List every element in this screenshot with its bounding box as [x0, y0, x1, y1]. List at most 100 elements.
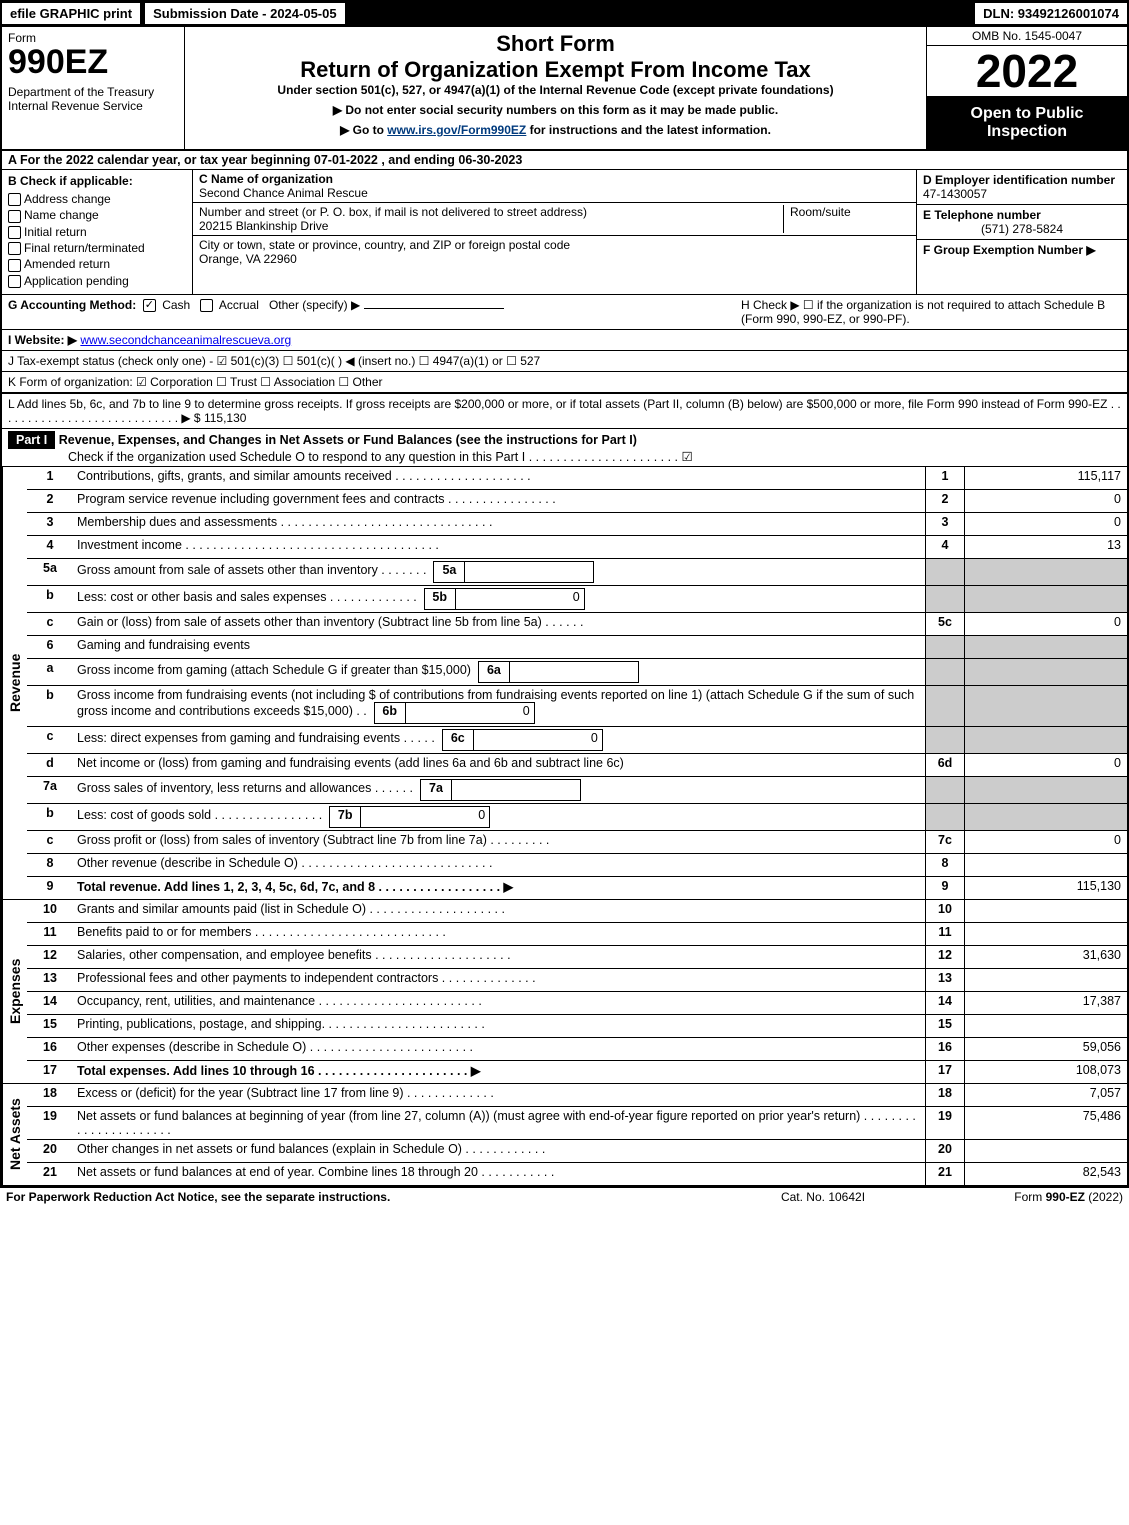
- line-8: 8 Other revenue (describe in Schedule O)…: [27, 853, 1127, 876]
- l12-num: 12: [27, 946, 73, 968]
- l2-val: 0: [965, 490, 1127, 512]
- e-label: E Telephone number: [923, 208, 1121, 222]
- l16-val: 59,056: [965, 1038, 1127, 1060]
- chk-name-change[interactable]: Name change: [8, 208, 186, 222]
- line-7b: b Less: cost of goods sold . . . . . . .…: [27, 803, 1127, 830]
- l5a-bx: 5a: [434, 562, 465, 582]
- l9-num: 9: [27, 877, 73, 899]
- opt-initial: Initial return: [24, 225, 87, 239]
- l19-val: 75,486: [965, 1107, 1127, 1139]
- l6a-bv: [510, 662, 638, 682]
- line-20: 20 Other changes in net assets or fund b…: [27, 1139, 1127, 1162]
- efile-print-button[interactable]: efile GRAPHIC print: [2, 3, 140, 24]
- l11-num: 11: [27, 923, 73, 945]
- chk-final-return[interactable]: Final return/terminated: [8, 241, 186, 255]
- l13-desc: Professional fees and other payments to …: [73, 969, 925, 991]
- line-7a: 7a Gross sales of inventory, less return…: [27, 776, 1127, 803]
- irs-form-link[interactable]: www.irs.gov/Form990EZ: [387, 123, 526, 137]
- l15-ln: 15: [925, 1015, 965, 1037]
- l6c-num: c: [27, 727, 73, 753]
- l3-val: 0: [965, 513, 1127, 535]
- expenses-section: Expenses 10 Grants and similar amounts p…: [2, 900, 1127, 1084]
- l18-ln: 18: [925, 1084, 965, 1106]
- footer-bold: 990-EZ: [1046, 1190, 1085, 1204]
- l16-num: 16: [27, 1038, 73, 1060]
- chk-address-change[interactable]: Address change: [8, 192, 186, 206]
- line-12: 12 Salaries, other compensation, and emp…: [27, 945, 1127, 968]
- line-14: 14 Occupancy, rent, utilities, and maint…: [27, 991, 1127, 1014]
- opt-final: Final return/terminated: [24, 241, 145, 255]
- row-city: City or town, state or province, country…: [193, 236, 916, 268]
- irs-link-text: www.irs.gov/Form990EZ: [387, 123, 526, 137]
- chk-initial-return[interactable]: Initial return: [8, 225, 186, 239]
- l4-num: 4: [27, 536, 73, 558]
- l5b-desc: Less: cost or other basis and sales expe…: [73, 586, 925, 612]
- l6b-num: b: [27, 686, 73, 726]
- l16-ln: 16: [925, 1038, 965, 1060]
- form-header: Form 990EZ Department of the Treasury In…: [2, 27, 1127, 151]
- chk-amended-return[interactable]: Amended return: [8, 257, 186, 271]
- l20-ln: 20: [925, 1140, 965, 1162]
- line-15: 15 Printing, publications, postage, and …: [27, 1014, 1127, 1037]
- l21-val: 82,543: [965, 1163, 1127, 1185]
- column-b-checkboxes: B Check if applicable: Address change Na…: [2, 170, 193, 294]
- footer-cat-no: Cat. No. 10642I: [723, 1190, 923, 1204]
- g-other: Other (specify) ▶: [269, 298, 360, 312]
- g-accounting: G Accounting Method: Cash Accrual Other …: [8, 298, 741, 326]
- l6b-val: [965, 686, 1127, 726]
- footer-post: (2022): [1085, 1190, 1123, 1204]
- dln-number: DLN: 93492126001074: [975, 3, 1127, 24]
- part-i-title: Revenue, Expenses, and Changes in Net As…: [59, 433, 637, 447]
- e-phone: E Telephone number (571) 278-5824: [917, 205, 1127, 240]
- l6b-box: 6b0: [374, 702, 535, 724]
- l5b-bx: 5b: [425, 589, 456, 609]
- chk-application-pending[interactable]: Application pending: [8, 274, 186, 288]
- l5b-bv: 0: [456, 589, 584, 609]
- l6b-bv: 0: [406, 703, 534, 723]
- l6a-val: [965, 659, 1127, 685]
- i-website: I Website: ▶ www.secondchanceanimalrescu…: [2, 330, 1127, 351]
- column-c-org-info: C Name of organization Second Chance Ani…: [193, 170, 916, 294]
- l4-desc: Investment income . . . . . . . . . . . …: [73, 536, 925, 558]
- net-assets-side-label: Net Assets: [2, 1084, 27, 1185]
- l7c-val: 0: [965, 831, 1127, 853]
- chk-cash[interactable]: [143, 299, 156, 312]
- l18-num: 18: [27, 1084, 73, 1106]
- org-website-link[interactable]: www.secondchanceanimalrescueva.org: [80, 333, 291, 347]
- l5c-num: c: [27, 613, 73, 635]
- line-6b: b Gross income from fundraising events (…: [27, 685, 1127, 726]
- l7b-val: [965, 804, 1127, 830]
- omb-number: OMB No. 1545-0047: [927, 27, 1127, 46]
- l8-val: [965, 854, 1127, 876]
- l13-ln: 13: [925, 969, 965, 991]
- l9-text: Total revenue. Add lines 1, 2, 3, 4, 5c,…: [77, 880, 513, 894]
- row-street: Number and street (or P. O. box, if mail…: [193, 203, 916, 236]
- l7b-text: Less: cost of goods sold . . . . . . . .…: [77, 808, 322, 822]
- l7a-num: 7a: [27, 777, 73, 803]
- l5a-ln: [925, 559, 965, 585]
- website-notice: ▶ Go to www.irs.gov/Form990EZ for instru…: [191, 123, 920, 137]
- l10-ln: 10: [925, 900, 965, 922]
- l6a-ln: [925, 659, 965, 685]
- l6c-desc: Less: direct expenses from gaming and fu…: [73, 727, 925, 753]
- line-7c: c Gross profit or (loss) from sales of i…: [27, 830, 1127, 853]
- notice2-post: for instructions and the latest informat…: [526, 123, 771, 137]
- l5a-bv: [465, 562, 593, 582]
- opt-amended: Amended return: [24, 257, 110, 271]
- submission-date: Submission Date - 2024-05-05: [144, 2, 346, 25]
- l17-num: 17: [27, 1061, 73, 1083]
- l20-desc: Other changes in net assets or fund bala…: [73, 1140, 925, 1162]
- l6d-val: 0: [965, 754, 1127, 776]
- ein-value: 47-1430057: [923, 187, 1121, 201]
- l8-ln: 8: [925, 854, 965, 876]
- part-i-label: Part I: [8, 431, 55, 449]
- l21-desc: Net assets or fund balances at end of ye…: [73, 1163, 925, 1185]
- l5a-text: Gross amount from sale of assets other t…: [77, 563, 426, 577]
- line-2: 2 Program service revenue including gove…: [27, 489, 1127, 512]
- l9-val: 115,130: [965, 877, 1127, 899]
- chk-accrual[interactable]: [200, 299, 213, 312]
- city-value: Orange, VA 22960: [199, 252, 910, 266]
- l12-val: 31,630: [965, 946, 1127, 968]
- opt-pending: Application pending: [24, 274, 129, 288]
- l5a-desc: Gross amount from sale of assets other t…: [73, 559, 925, 585]
